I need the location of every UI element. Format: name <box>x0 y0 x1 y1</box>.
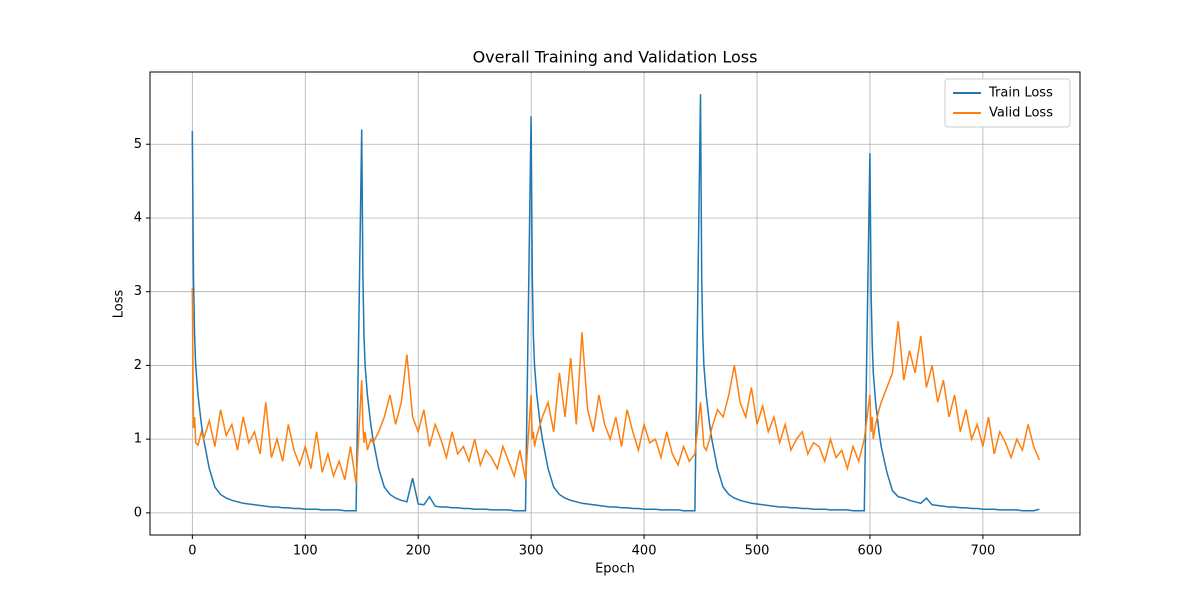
y-tick-label: 1 <box>134 432 142 447</box>
x-tick-label: 400 <box>632 544 657 559</box>
x-tick-label: 600 <box>858 544 883 559</box>
y-tick-label: 4 <box>134 210 142 225</box>
x-tick-label: 300 <box>519 544 544 559</box>
plot-frame <box>149 71 1081 536</box>
series-line <box>191 94 1040 512</box>
legend-box <box>944 78 1071 128</box>
x-tick-label: 700 <box>970 544 995 559</box>
x-tick-label: 500 <box>745 544 770 559</box>
series-line <box>191 287 1040 484</box>
y-tick-label: 3 <box>134 284 142 299</box>
x-tick-label: 200 <box>406 544 431 559</box>
y-tick-label: 0 <box>134 505 142 520</box>
chart-title: Overall Training and Validation Loss <box>473 48 758 67</box>
x-tick-label: 0 <box>188 544 196 559</box>
y-tick-label: 5 <box>134 137 142 152</box>
y-tick-label: 2 <box>134 358 142 373</box>
legend-label: Valid Loss <box>989 106 1053 121</box>
x-tick-label: 100 <box>293 544 318 559</box>
x-axis-label: Epoch <box>595 562 635 577</box>
legend-label: Train Loss <box>988 86 1053 101</box>
y-axis-label: Loss <box>112 290 127 319</box>
